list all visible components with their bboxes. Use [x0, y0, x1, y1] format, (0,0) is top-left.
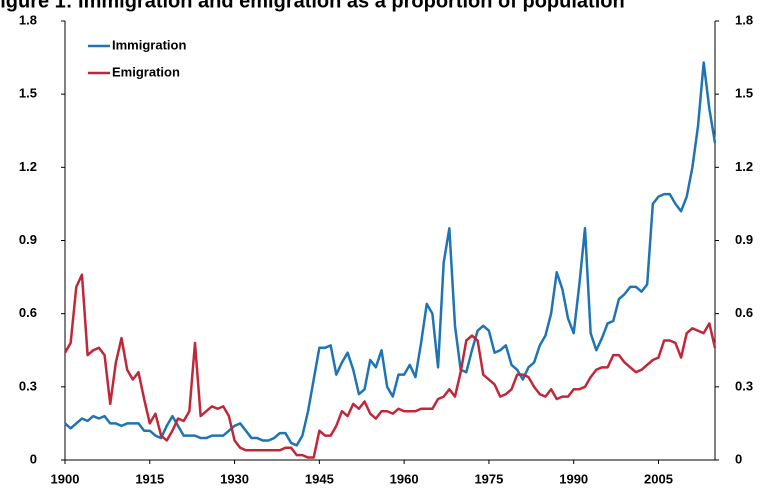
x-tick-label: 1975 [474, 471, 503, 486]
series-line [64, 61, 717, 447]
y2-tick-label: 1.8 [735, 12, 753, 27]
x-tick-label: 1945 [305, 471, 334, 486]
y2-tick-label: 0 [735, 451, 742, 466]
y-tick-label: 1.2 [19, 159, 37, 174]
y2-tick-label: 1.5 [735, 86, 753, 101]
y-tick-label: 0.3 [19, 378, 37, 393]
legend-label: Emigration [112, 64, 180, 79]
y-tick-label: 0 [30, 451, 37, 466]
x-tick-label: 1990 [559, 471, 588, 486]
legend-label: Immigration [112, 37, 186, 52]
y2-tick-label: 1.2 [735, 159, 753, 174]
y-tick-label: 0.6 [19, 305, 37, 320]
x-tick-label: 1930 [220, 471, 249, 486]
x-tick-label: 1915 [135, 471, 164, 486]
y2-tick-label: 0.6 [735, 305, 753, 320]
series-line [63, 273, 717, 459]
x-tick-label: 1900 [51, 471, 80, 486]
x-tick-label: 2005 [644, 471, 673, 486]
y2-tick-label: 0.3 [735, 378, 753, 393]
chart-title: Figure 1: Immigration and emigration as … [0, 0, 625, 12]
y-tick-label: 1.8 [19, 12, 37, 27]
y-tick-label: 0.9 [19, 232, 37, 247]
y-tick-label: 1.5 [19, 86, 37, 101]
y2-tick-label: 0.9 [735, 232, 753, 247]
x-tick-label: 1960 [390, 471, 419, 486]
